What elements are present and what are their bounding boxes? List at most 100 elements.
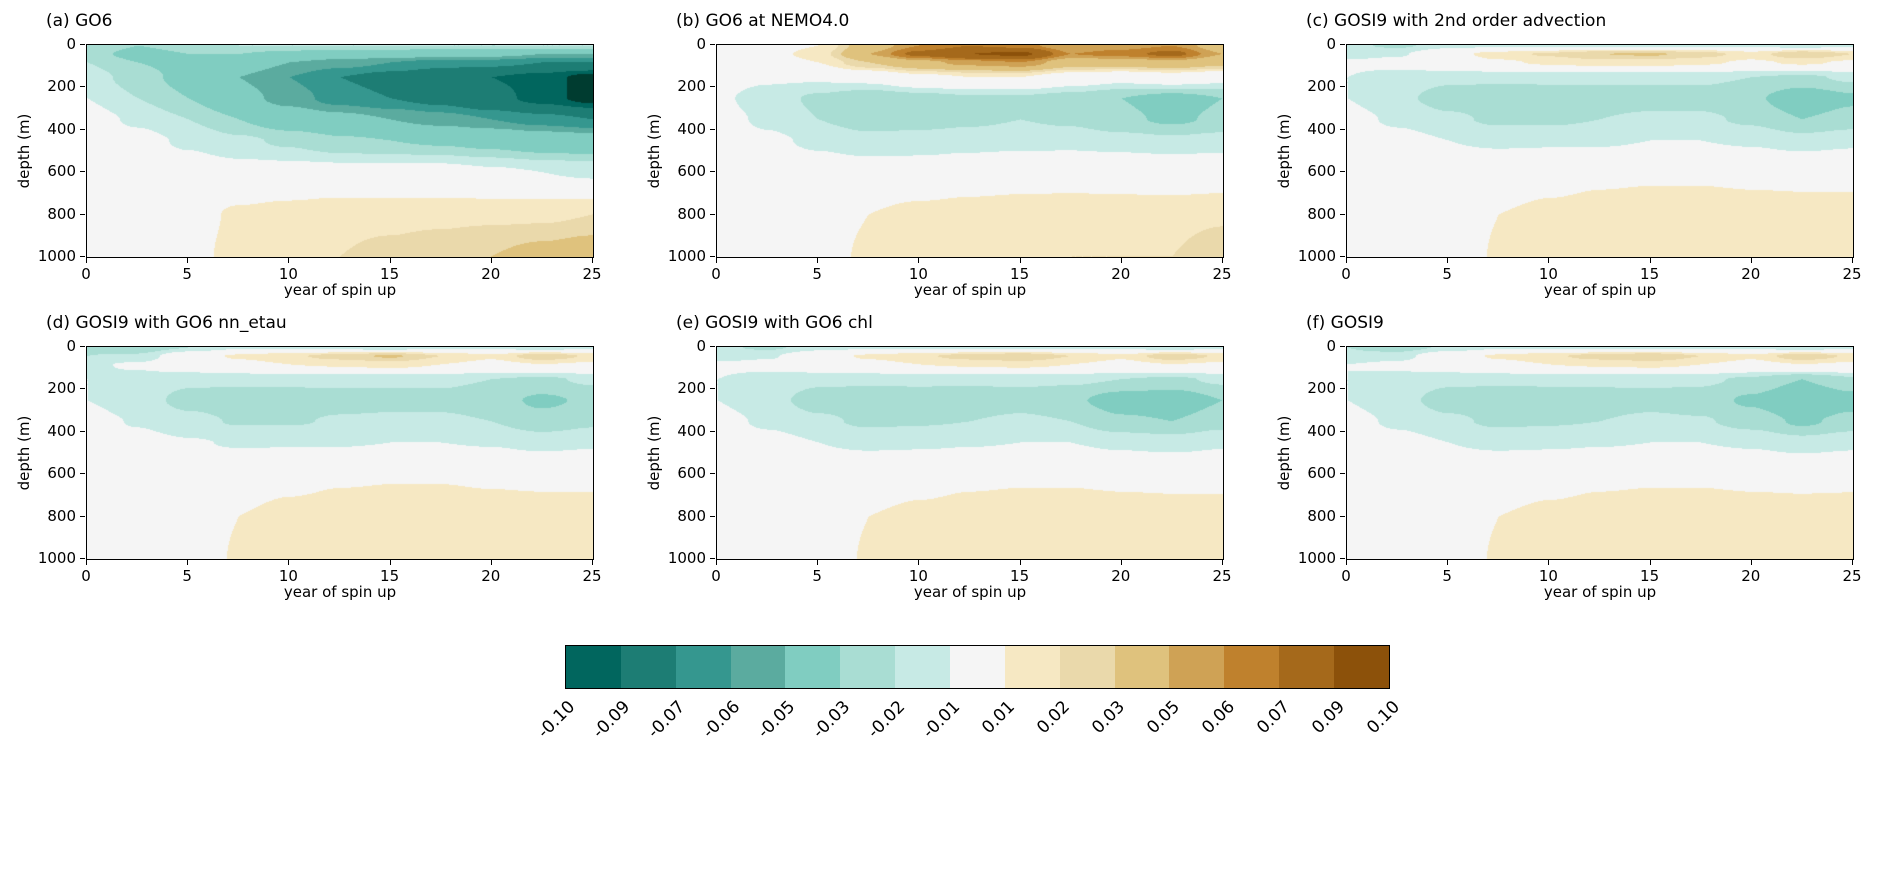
x-tick-mark: [86, 560, 87, 565]
y-tick-mark: [80, 256, 85, 257]
x-tick-mark: [918, 258, 920, 263]
x-tick-label: 20: [1741, 265, 1761, 283]
x-tick-label: 5: [182, 265, 192, 283]
x-tick-label: 0: [1341, 567, 1351, 585]
y-tick-label: 600: [1307, 464, 1336, 483]
colorbar-tick-label: -0.01: [918, 697, 965, 743]
y-tick-label: 1000: [1297, 549, 1336, 567]
x-tick-mark: [490, 258, 492, 263]
x-tick-label: 15: [1010, 567, 1030, 585]
y-tick-label: 1000: [667, 549, 706, 567]
plot-area: [716, 44, 1224, 258]
y-tick-mark: [1340, 171, 1345, 173]
x-tick-mark: [187, 560, 189, 565]
panel-title: (b) GO6 at NEMO4.0: [676, 11, 850, 31]
y-tick-mark: [80, 171, 85, 173]
contour-field: [1347, 45, 1853, 257]
colorbar-segment: [620, 646, 676, 688]
panel: (b) GO6 at NEMO4.0 depth (m) year of spi…: [630, 0, 1260, 302]
x-tick-mark: [86, 258, 87, 263]
x-tick-label: 20: [1111, 567, 1131, 585]
panel-title: (e) GOSI9 with GO6 chl: [676, 313, 873, 333]
y-tick-label: 800: [47, 204, 76, 223]
y-tick-label: 800: [1307, 506, 1336, 525]
x-tick-label: 10: [1538, 567, 1558, 585]
contour-field: [87, 45, 593, 257]
y-tick-mark: [710, 346, 715, 347]
x-tick-label: 5: [1442, 567, 1452, 585]
y-tick-mark: [80, 473, 85, 475]
x-tick-label: 15: [380, 567, 400, 585]
x-tick-label: 20: [1111, 265, 1131, 283]
x-tick-label: 15: [1640, 265, 1660, 283]
x-tick-label: 0: [711, 265, 721, 283]
x-tick-mark: [1750, 560, 1752, 565]
contour-field: [717, 347, 1223, 559]
x-tick-mark: [389, 258, 391, 263]
colorbar-tick-label: 0.06: [1198, 697, 1240, 738]
y-tick-label: 0: [696, 35, 706, 53]
y-tick-mark: [80, 86, 85, 88]
colorbar-tick-label: -0.02: [863, 697, 910, 743]
y-tick-mark: [1340, 558, 1345, 559]
x-tick-label: 10: [1538, 265, 1558, 283]
panel-title: (f) GOSI9: [1306, 313, 1384, 333]
colorbar-tick-label: -0.06: [698, 697, 745, 743]
y-tick-label: 400: [677, 421, 706, 440]
plot-area: [1346, 44, 1854, 258]
y-tick-mark: [1340, 256, 1345, 257]
x-tick-mark: [716, 560, 717, 565]
x-tick-label: 25: [1842, 567, 1862, 585]
x-tick-label: 0: [81, 567, 91, 585]
plot-area: [86, 44, 594, 258]
y-tick-mark: [80, 213, 85, 215]
x-tick-mark: [1222, 560, 1223, 565]
x-axis-label: year of spin up: [283, 281, 397, 299]
y-tick-label: 200: [47, 77, 76, 96]
colorbar-tick-label: 0.01: [978, 697, 1020, 738]
colorbar-tick-label: -0.07: [643, 697, 690, 743]
colorbar-segment: [1004, 646, 1060, 688]
contour-field: [717, 45, 1223, 257]
x-tick-label: 10: [278, 567, 298, 585]
panel: (c) GOSI9 with 2nd order advection depth…: [1260, 0, 1890, 302]
contour-field: [1347, 347, 1853, 559]
y-tick-label: 1000: [667, 247, 706, 265]
colorbar-segment: [895, 646, 951, 688]
panel-grid: (a) GO6 depth (m) year of spin up 0 5 10 15…: [0, 0, 1890, 604]
y-tick-label: 200: [47, 379, 76, 398]
x-tick-mark: [918, 560, 920, 565]
x-axis-label: year of spin up: [283, 583, 397, 601]
x-tick-label: 15: [1640, 567, 1660, 585]
y-tick-label: 0: [66, 337, 76, 355]
x-tick-label: 20: [1741, 567, 1761, 585]
panel: (e) GOSI9 with GO6 chl depth (m) year of…: [630, 302, 1260, 604]
y-tick-label: 400: [677, 119, 706, 138]
y-tick-mark: [80, 515, 85, 517]
y-tick-mark: [710, 44, 715, 45]
y-tick-label: 600: [1307, 162, 1336, 181]
y-tick-label: 600: [47, 162, 76, 181]
x-tick-mark: [1649, 258, 1651, 263]
y-tick-label: 400: [1307, 421, 1336, 440]
plot-area: [86, 346, 594, 560]
x-tick-label: 10: [908, 567, 928, 585]
y-tick-mark: [710, 558, 715, 559]
x-tick-mark: [716, 258, 717, 263]
y-tick-mark: [1340, 388, 1345, 390]
y-tick-mark: [710, 473, 715, 475]
y-tick-mark: [80, 430, 85, 432]
colorbar-tick-label: 0.02: [1033, 697, 1075, 738]
y-tick-label: 400: [1307, 119, 1336, 138]
x-axis-label: year of spin up: [1543, 281, 1657, 299]
x-tick-mark: [1346, 258, 1347, 263]
x-tick-mark: [817, 560, 819, 565]
y-tick-label: 1000: [37, 247, 76, 265]
y-tick-mark: [710, 256, 715, 257]
x-tick-mark: [1222, 258, 1223, 263]
x-tick-label: 25: [1842, 265, 1862, 283]
y-tick-mark: [80, 44, 85, 45]
y-tick-label: 200: [1307, 379, 1336, 398]
panel: (a) GO6 depth (m) year of spin up 0 5 10 15…: [0, 0, 630, 302]
